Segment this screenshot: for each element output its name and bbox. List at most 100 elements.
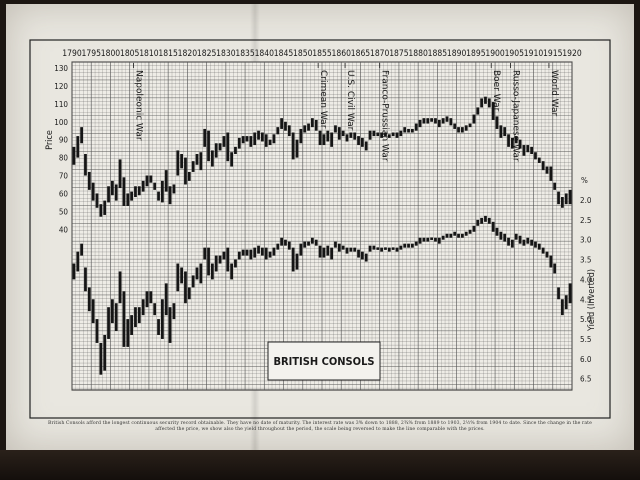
price-bar bbox=[480, 98, 483, 108]
price-bar bbox=[218, 143, 222, 151]
event-label: Russo-Japanese War bbox=[510, 70, 520, 162]
x-tick-label: 1870 bbox=[370, 49, 390, 59]
yield-bar bbox=[287, 241, 291, 250]
yield-tick-label: 2.5 bbox=[580, 216, 591, 225]
price-bar bbox=[468, 123, 472, 128]
price-bar bbox=[280, 118, 283, 129]
price-bar bbox=[241, 136, 245, 144]
yield-bar bbox=[461, 233, 464, 238]
yield-tick-label: 5.0 bbox=[580, 315, 592, 324]
yield-bar bbox=[503, 233, 507, 242]
yield-bar bbox=[103, 334, 107, 371]
yield-bar bbox=[314, 239, 318, 246]
x-tick-label: 1900 bbox=[485, 49, 505, 59]
price-bar bbox=[537, 157, 541, 163]
price-bar bbox=[341, 130, 345, 137]
yield-bar bbox=[268, 251, 272, 258]
price-bar bbox=[422, 118, 426, 124]
price-bar bbox=[564, 193, 568, 205]
price-tick-label: 130 bbox=[54, 64, 68, 73]
yield-bar bbox=[545, 251, 549, 258]
price-bar bbox=[261, 132, 264, 142]
price-bar bbox=[314, 119, 318, 131]
yield-bar bbox=[114, 303, 118, 332]
price-bar bbox=[149, 175, 153, 183]
price-bar bbox=[318, 130, 322, 146]
x-tick-label: 1860 bbox=[331, 49, 351, 59]
yield-bar bbox=[395, 247, 399, 252]
yield-bar bbox=[507, 237, 510, 246]
yield-bar bbox=[357, 249, 360, 258]
price-bar bbox=[276, 127, 280, 135]
price-bar bbox=[299, 128, 303, 144]
yield-bar bbox=[145, 291, 149, 308]
chart-title: BRITISH CONSOLS bbox=[273, 355, 374, 368]
table-surface bbox=[0, 450, 640, 480]
price-bar bbox=[426, 118, 430, 124]
yield-bar bbox=[368, 245, 372, 252]
yield-bar bbox=[111, 299, 114, 324]
yield-bar bbox=[72, 263, 76, 280]
yield-bar bbox=[291, 247, 295, 272]
price-bar bbox=[307, 123, 310, 131]
price-bar bbox=[561, 197, 564, 208]
yield-bar bbox=[118, 271, 122, 304]
yield-bar bbox=[468, 229, 472, 234]
yield-bar bbox=[537, 243, 541, 250]
x-tick-label: 1905 bbox=[505, 49, 525, 59]
yield-bar bbox=[141, 299, 145, 316]
yield-bar bbox=[207, 247, 210, 276]
yield-unit: % bbox=[581, 176, 588, 185]
yield-bar bbox=[199, 263, 203, 284]
price-bar bbox=[464, 125, 468, 131]
yield-bar bbox=[311, 237, 314, 244]
yield-bar bbox=[241, 249, 245, 256]
yield-bar bbox=[480, 217, 483, 224]
price-bar bbox=[514, 136, 518, 144]
x-tick-label: 1815 bbox=[158, 49, 178, 59]
yield-bar bbox=[137, 307, 141, 324]
x-tick-label: 1810 bbox=[139, 49, 159, 59]
x-tick-label: 1825 bbox=[197, 49, 217, 59]
price-bar bbox=[457, 127, 460, 133]
price-bar bbox=[237, 137, 241, 149]
yield-bar bbox=[195, 267, 199, 280]
price-bar bbox=[187, 171, 191, 181]
yield-bar bbox=[530, 239, 533, 246]
price-bar bbox=[472, 114, 476, 124]
price-bar bbox=[130, 191, 133, 201]
yield-tick-label: 4.0 bbox=[580, 275, 592, 284]
yield-bar bbox=[380, 247, 383, 252]
yield-bar bbox=[249, 249, 253, 260]
yield-bar bbox=[272, 247, 276, 256]
yield-bar bbox=[126, 319, 130, 347]
yield-bar bbox=[149, 291, 153, 304]
x-tick-label: 1865 bbox=[351, 49, 371, 59]
price-bar bbox=[414, 123, 418, 131]
price-bar bbox=[511, 137, 514, 149]
yield-bar bbox=[234, 259, 237, 268]
price-tick-label: 110 bbox=[54, 100, 68, 109]
price-bar bbox=[161, 180, 164, 203]
price-bar bbox=[387, 134, 391, 138]
price-bar bbox=[445, 116, 449, 122]
event-label: Crimean War bbox=[318, 70, 328, 129]
price-tick-label: 50 bbox=[59, 207, 69, 216]
price-bar bbox=[334, 125, 337, 133]
yield-bar bbox=[422, 237, 426, 242]
yield-bar bbox=[299, 243, 303, 256]
price-bar bbox=[476, 107, 480, 115]
yield-bar bbox=[76, 251, 80, 272]
x-tick-label: 1875 bbox=[389, 49, 409, 59]
price-bar bbox=[403, 127, 407, 133]
event-label: Napoleonic War bbox=[134, 70, 144, 141]
price-bar bbox=[418, 119, 422, 128]
yield-bar bbox=[257, 245, 260, 254]
price-tick-label: 70 bbox=[59, 172, 69, 181]
price-bar bbox=[495, 116, 499, 129]
price-bar bbox=[395, 132, 399, 138]
yield-bar bbox=[495, 227, 499, 236]
price-bar bbox=[295, 139, 299, 158]
yield-bar bbox=[95, 319, 99, 343]
price-bar bbox=[568, 189, 572, 205]
